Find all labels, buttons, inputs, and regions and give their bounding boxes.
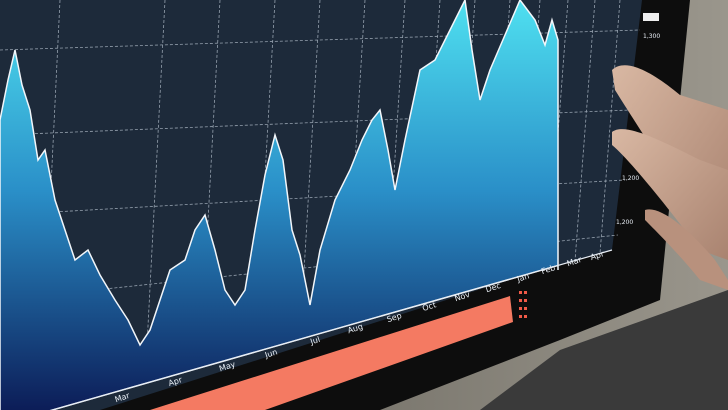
vertical-gridline bbox=[599, 0, 621, 254]
x-tick-label: Jun bbox=[263, 347, 279, 360]
y-axis-labels: 1,300 1,200 1,200 bbox=[616, 33, 660, 226]
red-dot-indicators bbox=[519, 291, 527, 318]
chart-area-series bbox=[0, 0, 559, 410]
x-tick-label: Apr bbox=[167, 375, 184, 388]
salmon-bar bbox=[150, 296, 513, 410]
x-tick-label: Jul bbox=[308, 335, 321, 347]
horizontal-gridline bbox=[0, 29, 641, 51]
x-tick-label: Sep bbox=[386, 311, 403, 324]
x-tick-label: Jan bbox=[515, 271, 530, 284]
vertical-gridline bbox=[299, 0, 321, 340]
desk-surface bbox=[480, 290, 728, 410]
hand bbox=[612, 65, 728, 290]
y-tick-label: 1,300 bbox=[643, 33, 660, 40]
x-tick-label: Apr bbox=[589, 249, 606, 262]
ring-finger bbox=[645, 209, 728, 290]
middle-finger bbox=[612, 129, 728, 260]
y-tick-label: 1,200 bbox=[616, 219, 633, 226]
x-axis-line bbox=[50, 249, 613, 410]
y-tick-label: 1,200 bbox=[622, 175, 639, 182]
x-tick-label: Feb bbox=[540, 263, 556, 276]
vertical-gridline bbox=[144, 0, 166, 384]
screen-badge bbox=[643, 13, 659, 21]
x-tick-label: Oct bbox=[421, 300, 437, 313]
vertical-gridline bbox=[574, 0, 596, 261]
